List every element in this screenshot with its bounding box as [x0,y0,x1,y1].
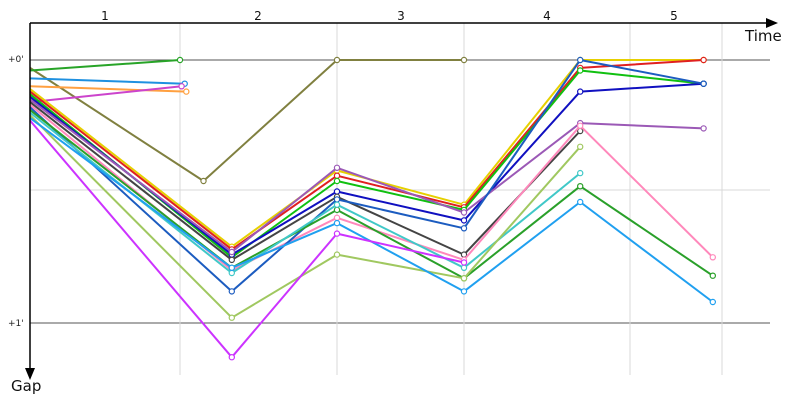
series-point-15-2 [333,251,341,258]
series-line-17 [29,119,465,359]
series-point-13-5 [709,272,717,279]
series-point-11-2 [333,214,341,221]
series-line-4 [29,85,182,104]
lap-label-1: 1 [101,9,109,23]
series-line-12 [29,59,704,293]
series-point-9-2 [333,164,341,171]
series-line-0 [29,59,464,182]
series-point-8-4 [577,88,584,95]
series-point-0-3 [460,56,468,64]
series-point-7-2 [333,177,341,185]
series-point-12-4 [577,56,584,64]
series-point-14-3 [460,264,468,271]
series-point-11-5 [709,254,717,261]
series-point-3-1 [183,88,190,95]
series-line-2 [29,77,185,85]
lap-label-3: 3 [397,9,405,23]
series-point-8-3 [460,217,468,224]
series-point-17-2 [333,230,341,237]
series-point-12-1 [228,288,235,295]
lap-label-2: 2 [254,9,262,23]
time-axis-arrow [766,18,778,28]
series-point-10-1 [228,256,235,264]
series-point-17-3 [460,259,468,266]
series-point-11-4 [577,122,584,130]
series-point-12-5 [700,80,707,87]
series-point-9-1 [228,248,235,256]
lap-label-5: 5 [670,9,678,23]
series-point-13-2 [333,206,341,214]
series-point-6-2 [333,172,341,179]
series-point-4-1 [178,83,185,90]
gap-tick-1: +1' [8,319,24,329]
series-line-16 [29,117,714,303]
series-point-8-2 [333,188,341,195]
series-point-7-4 [577,67,584,74]
series-point-16-1 [228,264,235,271]
series-point-14-2 [333,201,341,208]
series-point-6-5 [700,56,707,64]
series-point-16-3 [460,288,468,295]
series-line-5 [29,59,704,248]
series-point-0-2 [333,56,341,64]
series-point-1-1 [176,56,184,64]
gap-axis-title: Gap [11,377,41,395]
series-point-0-1 [200,177,207,185]
series-point-15-4 [577,143,584,150]
series-line-6 [29,59,704,251]
series-point-16-4 [577,198,584,206]
series-point-13-4 [577,182,584,190]
series-line-9 [29,98,704,253]
series-point-9-5 [700,125,707,132]
series-point-16-5 [709,298,717,306]
series-line-1 [29,59,181,72]
series-line-13 [29,109,714,280]
lap-labels: 1 2 3 4 5 [101,9,678,23]
series-line-7 [29,69,704,259]
series-point-9-3 [460,209,468,216]
time-axis-title: Time [744,27,782,45]
series-point-16-2 [333,219,341,227]
series-point-15-3 [460,275,468,282]
series-line-8 [29,82,704,256]
series-point-15-1 [228,314,235,321]
series-lines [29,56,717,361]
gap-axis-arrow [25,368,35,380]
gap-tick-0: +0' [8,55,24,65]
series-point-12-3 [460,225,468,232]
series-point-14-1 [228,269,235,277]
series-point-12-2 [333,196,341,203]
series-line-11 [29,103,714,272]
series-point-14-4 [577,169,584,177]
lap-label-4: 4 [543,9,551,23]
series-line-3 [29,85,187,93]
series-point-17-1 [228,354,235,361]
